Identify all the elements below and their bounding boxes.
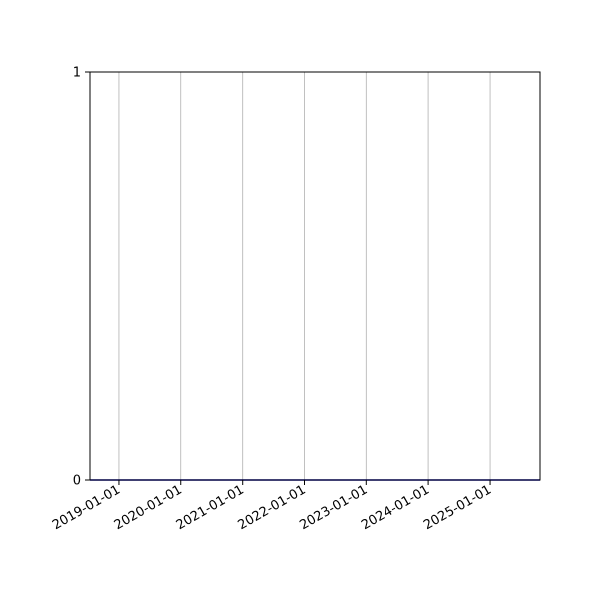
x-axis-ticks: 2019-01-012020-01-012021-01-012022-01-01…: [50, 480, 494, 533]
x-tick-label: 2021-01-01: [174, 482, 247, 533]
plot-background: [90, 72, 540, 480]
x-tick-label: 2019-01-01: [50, 482, 123, 533]
x-tick-label: 2023-01-01: [297, 482, 370, 533]
axes-frame: [89, 71, 541, 481]
x-tick-label: 2024-01-01: [359, 482, 432, 533]
x-tick-label: 2025-01-01: [421, 482, 494, 533]
y-tick-label: 1: [73, 66, 81, 81]
y-axis-ticks: 01: [73, 66, 90, 489]
x-tick-label: 2022-01-01: [236, 482, 309, 533]
gridlines: [118, 72, 491, 480]
y-tick-label: 0: [73, 474, 81, 489]
x-tick-label: 2020-01-01: [112, 482, 185, 533]
